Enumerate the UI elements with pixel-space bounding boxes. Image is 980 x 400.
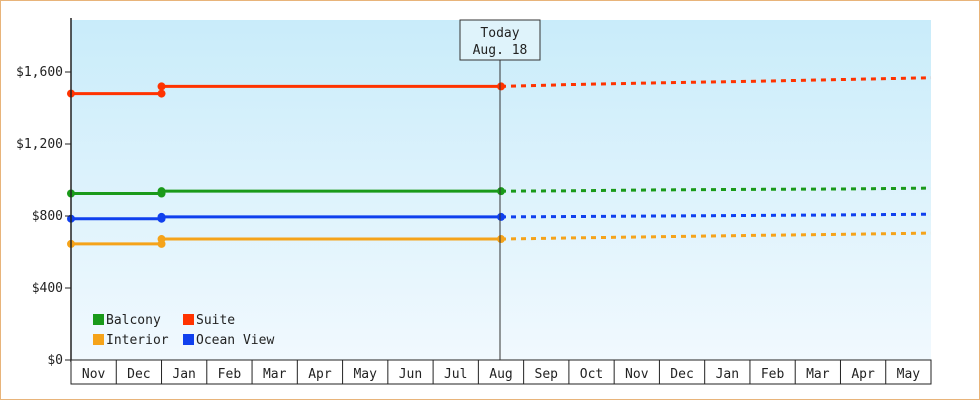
- data-point-suite: [497, 82, 505, 91]
- today-box: [459, 19, 541, 61]
- legend: Balcony Suite Interior Ocean View: [93, 313, 274, 348]
- data-point-interior: [497, 235, 505, 244]
- series-forecast-interior: [500, 231, 932, 241]
- x-tick-label: Aug: [489, 367, 512, 382]
- series-forecast-suite: [500, 76, 932, 88]
- x-tick-label: Nov: [82, 367, 106, 382]
- x-tick-label: Jan: [716, 367, 739, 382]
- x-tick-label: Oct: [580, 367, 603, 382]
- x-tick-label: Jun: [399, 367, 422, 382]
- x-tick-label: Feb: [218, 367, 242, 382]
- legend-label-ocean-view: Ocean View: [196, 333, 274, 348]
- legend-swatch-balcony: [93, 314, 104, 325]
- data-point-suite: [157, 89, 166, 98]
- x-tick-label: Mar: [263, 367, 287, 382]
- x-tick-label: Sep: [535, 367, 559, 382]
- y-tick-label: $400: [32, 281, 63, 296]
- data-point-ocean-view: [157, 212, 166, 221]
- x-tick-label: Feb: [761, 367, 785, 382]
- data-point-balcony: [157, 187, 166, 196]
- x-tick-label: May: [353, 367, 377, 382]
- y-tick-label: $1,600: [16, 65, 63, 80]
- legend-swatch-interior: [93, 334, 104, 345]
- data-point-balcony: [497, 187, 505, 196]
- legend-swatch-suite: [183, 314, 194, 325]
- x-tick-label: Dec: [127, 367, 150, 382]
- x-tick-label: Apr: [308, 367, 332, 382]
- today-marker: Today Aug. 18: [459, 19, 541, 360]
- x-axis-band: [70, 359, 932, 385]
- x-tick-label: Jan: [172, 367, 195, 382]
- x-tick-label: Apr: [851, 367, 875, 382]
- legend-label-balcony: Balcony: [106, 313, 161, 328]
- series-forecast-balcony: [500, 186, 932, 193]
- legend-label-interior: Interior: [106, 333, 169, 348]
- y-tick-label: $0: [47, 353, 63, 368]
- x-tick-label: Jul: [444, 367, 467, 382]
- data-point-suite: [157, 82, 166, 91]
- y-axis-ticks: $0 $400 $800 $1,200 $1,600: [16, 65, 71, 368]
- today-date: Aug. 18: [473, 43, 528, 58]
- series-forecast-ocean-view: [500, 212, 932, 219]
- today-label: Today: [480, 26, 519, 41]
- x-tick-label: Dec: [670, 367, 693, 382]
- x-tick-label: Nov: [625, 367, 649, 382]
- data-point-ocean-view: [497, 212, 505, 221]
- legend-label-suite: Suite: [196, 313, 235, 328]
- y-tick-label: $1,200: [16, 137, 63, 152]
- y-tick-label: $800: [32, 209, 63, 224]
- x-tick-label: May: [897, 367, 921, 382]
- series-points: [67, 82, 505, 248]
- x-axis: Nov Dec Jan Feb Mar Apr May Jun Jul Aug Sep Oct Nov D…: [70, 359, 932, 385]
- x-tick-label: Mar: [806, 367, 830, 382]
- data-point-interior: [157, 235, 166, 244]
- legend-swatch-ocean-view: [183, 334, 194, 345]
